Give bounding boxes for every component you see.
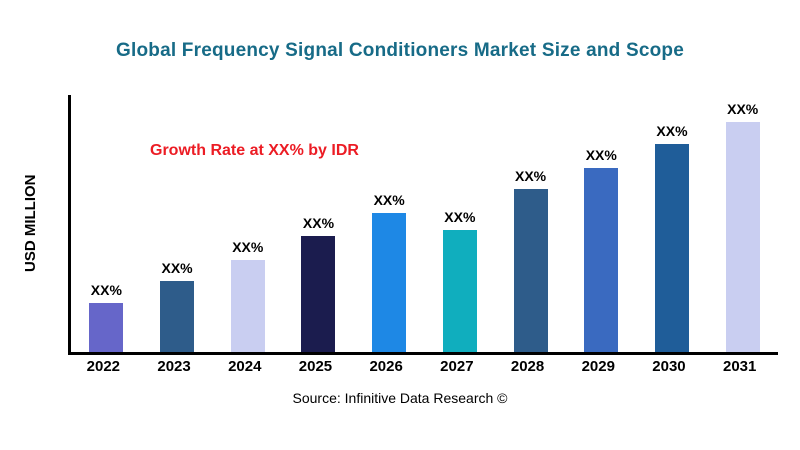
bar-2023 <box>160 281 195 352</box>
bar-group-2029: XX% <box>566 95 637 352</box>
bar-2031 <box>725 122 760 352</box>
chart-title: Global Frequency Signal Conditioners Mar… <box>116 40 684 61</box>
bar-2030 <box>654 144 689 352</box>
x-tick-2028: 2028 <box>510 358 545 375</box>
bar-group-2024: XX% <box>212 95 283 352</box>
bar-2024 <box>230 260 265 352</box>
y-axis-label: USD MILLION <box>22 174 39 273</box>
x-tick-2025: 2025 <box>298 358 333 375</box>
x-axis-labels: 2022 2023 2024 2025 2026 2027 2028 2029 2030 2031 <box>68 358 775 375</box>
x-tick-2022: 2022 <box>86 358 121 375</box>
x-tick-2029: 2029 <box>581 358 615 375</box>
bar-2022 <box>89 303 124 352</box>
bar-value-label: XX% <box>656 123 688 139</box>
bar-2029 <box>584 168 619 352</box>
growth-rate-annotation: Growth Rate at XX% by IDR <box>150 142 359 159</box>
bar-value-label: XX% <box>585 147 617 163</box>
plot-area: XX% XX% XX% XX% XX% XX% XX% XX% XX% XX% <box>68 95 778 355</box>
x-tick-2027: 2027 <box>440 358 474 375</box>
bar-2025 <box>301 236 336 352</box>
x-tick-2024: 2024 <box>228 358 262 375</box>
x-tick-2030: 2030 <box>652 358 686 375</box>
bar-value-label: XX% <box>373 192 405 208</box>
bar-group-2031: XX% <box>707 95 778 352</box>
bar-value-label: XX% <box>727 101 759 117</box>
bar-group-2028: XX% <box>495 95 566 352</box>
bar-2027 <box>442 230 477 352</box>
x-tick-2026: 2026 <box>369 358 403 375</box>
bar-2028 <box>513 189 548 352</box>
bar-value-label: XX% <box>515 168 547 184</box>
x-tick-2023: 2023 <box>157 358 191 375</box>
bar-group-2027: XX% <box>425 95 496 352</box>
bar-group-2026: XX% <box>354 95 425 352</box>
bar-value-label: XX% <box>90 282 122 298</box>
x-tick-2031: 2031 <box>722 358 757 375</box>
bar-group-2030: XX% <box>637 95 708 352</box>
bar-group-2023: XX% <box>142 95 213 352</box>
bar-value-label: XX% <box>444 209 476 225</box>
bar-value-label: XX% <box>161 260 193 276</box>
bar-group-2022: XX% <box>71 95 142 352</box>
bar-group-2025: XX% <box>283 95 354 352</box>
bar-value-label: XX% <box>302 215 335 231</box>
bar-2026 <box>372 213 407 352</box>
bar-value-label: XX% <box>232 239 264 255</box>
source-text: Source: Infinitive Data Research © <box>292 390 508 406</box>
